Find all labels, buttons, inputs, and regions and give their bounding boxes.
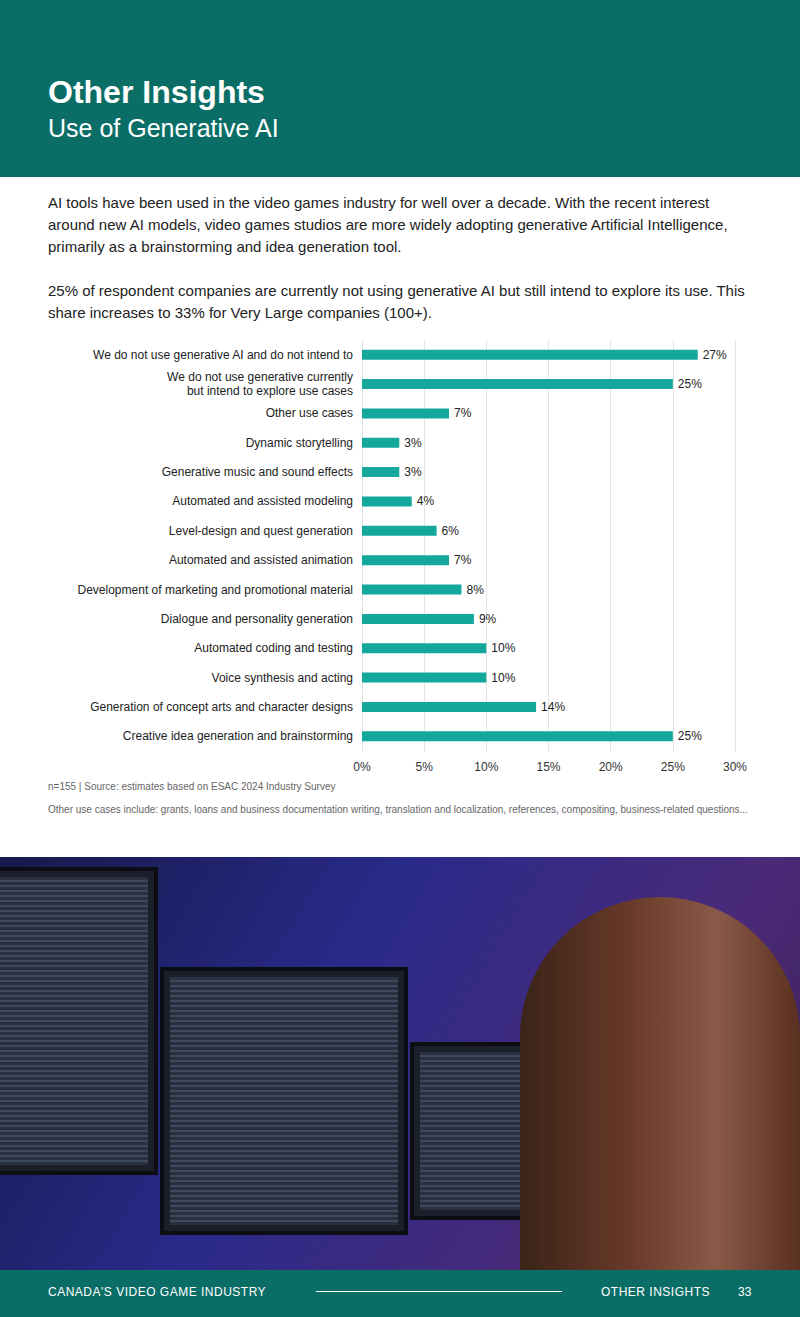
html-text:Other Insights: Other Insights [48, 74, 265, 110]
svg-text:25%: 25% [678, 729, 702, 743]
svg-text:25%: 25% [678, 377, 702, 391]
svg-text:but intend to explore use case: but intend to explore use cases [187, 384, 353, 398]
svg-text:25%: 25% [661, 760, 685, 774]
svg-text:Dynamic storytelling: Dynamic storytelling [246, 436, 353, 450]
svg-text:30%: 30% [723, 760, 747, 774]
svg-text:7%: 7% [454, 406, 472, 420]
svg-text:14%: 14% [541, 700, 565, 714]
svg-text:27%: 27% [703, 348, 727, 362]
svg-text:Generative music and sound eff: Generative music and sound effects [162, 465, 353, 479]
svg-text:Voice synthesis and acting: Voice synthesis and acting [212, 671, 353, 685]
svg-text:5%: 5% [415, 760, 433, 774]
svg-text:Development of marketing and p: Development of marketing and promotional… [78, 583, 353, 597]
svg-text:0%: 0% [353, 760, 371, 774]
svg-text:3%: 3% [404, 465, 422, 479]
svg-text:15%: 15% [536, 760, 560, 774]
svg-text:Dialogue and personality gener: Dialogue and personality generation [161, 612, 353, 626]
html-text:OTHER INSIGHTS: OTHER INSIGHTS [601, 1285, 710, 1299]
svg-text:Other use cases: Other use cases [266, 406, 353, 420]
svg-text:10%: 10% [491, 671, 515, 685]
html-text:n=155 | Source: estimates base: n=155 | Source: estimates based on ESAC … [48, 781, 336, 792]
svg-text:7%: 7% [454, 553, 472, 567]
html-text:Use of Generative AI: Use of Generative AI [48, 114, 279, 142]
html-text:AI tools have been used in the: AI tools have been used in the video gam… [48, 194, 728, 255]
html-text:33: 33 [738, 1285, 752, 1299]
svg-text:Creative idea generation and b: Creative idea generation and brainstormi… [123, 729, 353, 743]
svg-text:Automated and assisted modelin: Automated and assisted modeling [172, 494, 353, 508]
svg-text:Automated and assisted animati: Automated and assisted animation [169, 553, 353, 567]
svg-text:Level-design and quest generat: Level-design and quest generation [169, 524, 353, 538]
svg-text:Automated coding and testing: Automated coding and testing [194, 641, 353, 655]
svg-text:10%: 10% [491, 641, 515, 655]
svg-text:9%: 9% [479, 612, 497, 626]
html-text:25% of respondent companies ar: 25% of respondent companies are currentl… [48, 282, 745, 321]
svg-text:4%: 4% [417, 494, 435, 508]
svg-text:3%: 3% [404, 436, 422, 450]
svg-text:6%: 6% [442, 524, 460, 538]
svg-text:We do not use generative AI an: We do not use generative AI and do not i… [93, 348, 353, 362]
html-text:Other use cases include: grant: Other use cases include: grants, loans a… [48, 804, 748, 815]
svg-text:Generation of concept arts and: Generation of concept arts and character… [90, 700, 353, 714]
svg-text:8%: 8% [466, 583, 484, 597]
html-text:CANADA'S VIDEO GAME INDUSTRY: CANADA'S VIDEO GAME INDUSTRY [48, 1285, 267, 1299]
svg-text:20%: 20% [599, 760, 623, 774]
svg-text:10%: 10% [474, 760, 498, 774]
svg-text:We do not use generative curre: We do not use generative currently [167, 370, 353, 384]
